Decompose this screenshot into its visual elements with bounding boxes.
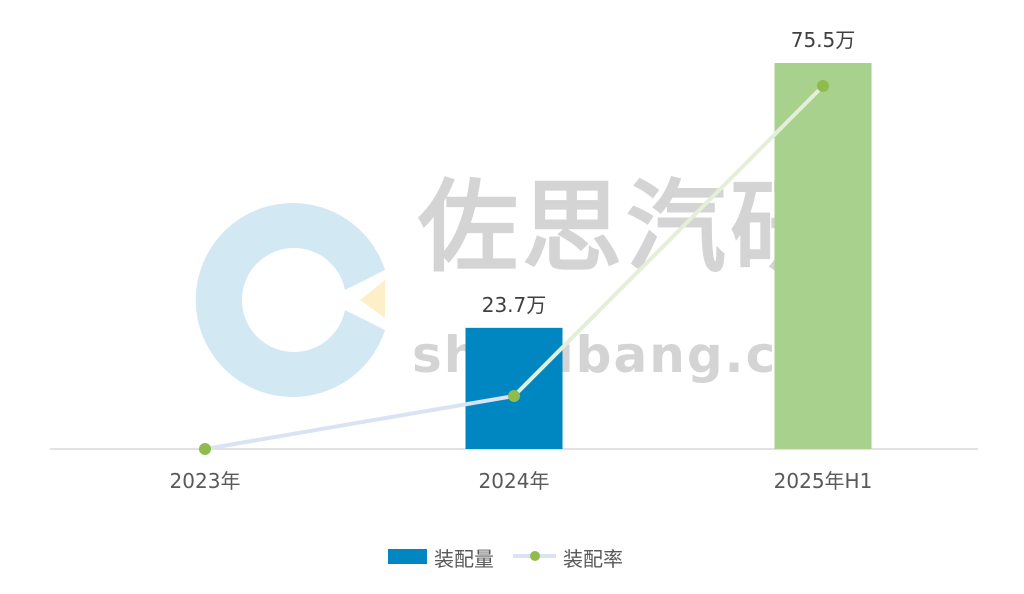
bar (774, 63, 872, 449)
legend-swatch-bar (388, 549, 427, 564)
line-segment (204, 394, 515, 451)
legend-label-bar: 装配量 (434, 547, 494, 571)
legend: 装配量 装配率 (388, 547, 623, 571)
line-segment (512, 84, 825, 398)
line-point (199, 443, 211, 455)
data-label: 75.5万 (791, 28, 856, 52)
watermark-logo (195, 203, 385, 397)
data-label: 23.7万 (482, 293, 547, 317)
x-tick-label: 2025年H1 (774, 469, 873, 493)
line-point (508, 390, 520, 403)
legend-label-line: 装配率 (563, 547, 623, 571)
watermark-brand: 佐思汽研 (418, 169, 834, 286)
x-tick-label: 2024年 (479, 469, 550, 493)
line-point (817, 80, 829, 92)
legend-marker (530, 551, 540, 561)
bar (465, 327, 563, 449)
x-tick-label: 2023年 (170, 469, 241, 493)
